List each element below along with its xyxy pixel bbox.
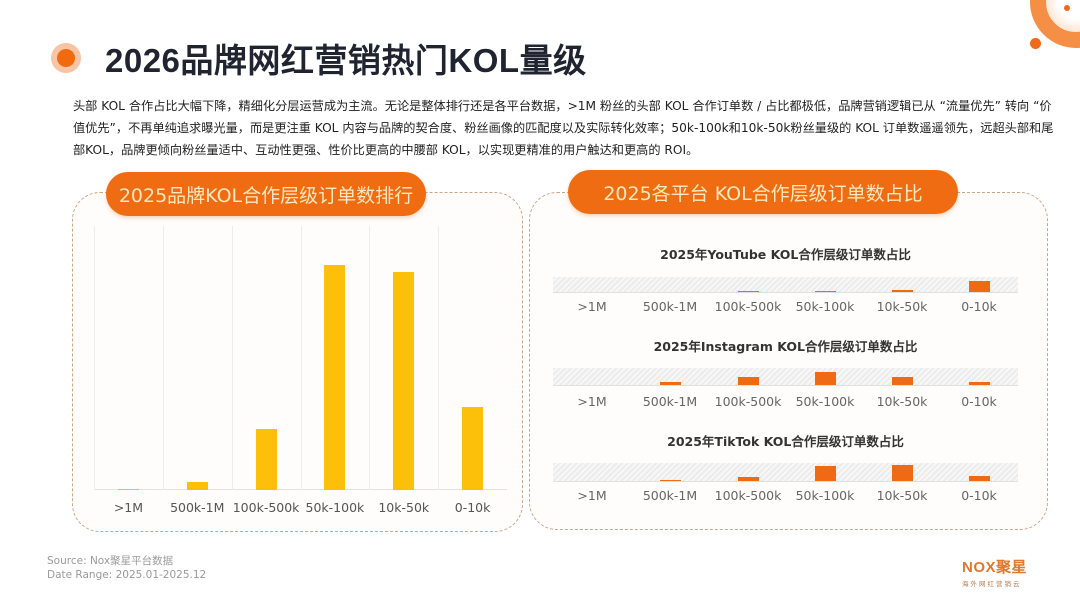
bar-0-10k: [968, 281, 990, 292]
page-header: 2026品牌网红营销热门KOL量级: [51, 38, 587, 79]
category-gridline: [162, 226, 232, 490]
logo-brand: NOX聚星: [962, 559, 1028, 576]
bar-10k-50k: [393, 271, 415, 490]
bar-100k-500k: [737, 377, 759, 385]
youtube-bar-chart: [553, 277, 1018, 293]
x-axis-label: 50k-100k: [795, 299, 855, 314]
bar-100k-500k: [737, 477, 759, 481]
bar-50k-100k: [814, 372, 836, 385]
bar-50k-100k: [324, 265, 346, 490]
corner-decoration: [1016, 0, 1080, 58]
x-axis-label: 500k-1M: [642, 299, 698, 314]
x-axis-label: 10k-50k: [876, 299, 928, 314]
category-gridline: [369, 226, 438, 490]
logo-tagline: 海外网红营销云: [962, 580, 1022, 588]
bar-50k-100k: [814, 466, 836, 481]
x-axis-label: 0-10k: [961, 299, 997, 314]
category-gridline: [300, 226, 370, 490]
x-axis-label: 500k-1M: [170, 500, 225, 515]
x-axis-label: 10k-50k: [876, 488, 928, 503]
bar-500k-1M: [659, 382, 681, 385]
page-title: 2026品牌网红营销热门KOL量级: [105, 42, 587, 79]
x-axis-label: 500k-1M: [642, 394, 698, 409]
platform-share-title: 2025各平台 KOL合作层级订单数占比: [568, 170, 958, 214]
bar-10k-50k: [891, 290, 913, 292]
x-axis-label: 100k-500k: [714, 394, 782, 409]
x-axis-label: >1M: [577, 488, 607, 503]
x-axis-label: 100k-500k: [232, 500, 300, 515]
bar-0-10k: [462, 406, 484, 490]
overall-ranking-bar-chart: >1M 500k-1M 100k-500k 50k-100k 10k-50k 0-10k: [94, 226, 507, 515]
x-axis-label: 100k-500k: [714, 488, 782, 503]
x-axis-label: 0-10k: [961, 488, 997, 503]
date-range-text: Date Range: 2025.01-2025.12: [47, 569, 207, 581]
source-text: Source: Nox聚星平台数据: [47, 555, 174, 567]
x-axis-label: 0-10k: [961, 394, 997, 409]
bar->1M: [117, 488, 139, 490]
decorative-dot-icon: [1030, 38, 1041, 49]
category-gridline: [438, 226, 507, 490]
bar-500k-1M: [186, 482, 208, 490]
category-gridline: [231, 226, 301, 490]
x-axis-label: >1M: [577, 299, 607, 314]
bar-50k-100k: [814, 291, 836, 292]
x-axis-label: 10k-50k: [378, 500, 430, 515]
x-axis-label: 10k-50k: [876, 394, 928, 409]
category-gridline: [94, 226, 163, 490]
youtube-chart-title: 2025年YouTube KOL合作层级订单数占比: [660, 247, 911, 262]
title-bullet-icon: [51, 43, 81, 73]
source-note: Source: Nox聚星平台数据 Date Range: 2025.01-20…: [47, 554, 206, 582]
x-axis-label: 50k-100k: [795, 394, 855, 409]
overall-ranking-title: 2025品牌KOL合作层级订单数排行: [106, 172, 426, 216]
tiktok-chart-title: 2025年TikTok KOL合作层级订单数占比: [667, 434, 904, 449]
instagram-bar-chart: [553, 368, 1018, 386]
x-axis-label: >1M: [113, 500, 144, 515]
bar-100k-500k: [737, 291, 759, 292]
x-axis-label: >1M: [577, 394, 607, 409]
overall-ranking-panel: [72, 192, 523, 532]
bar-500k-1M: [659, 480, 681, 481]
x-axis-label: 0-10k: [454, 500, 491, 515]
summary-paragraph: 头部 KOL 合作占比大幅下降，精细化分层运营成为主流。无论是整体排行还是各平台…: [73, 99, 1054, 157]
bar-10k-50k: [891, 377, 913, 385]
x-axis-label: 50k-100k: [795, 488, 855, 503]
bar-0-10k: [968, 382, 990, 385]
tiktok-bar-chart: [553, 463, 1018, 482]
x-axis-label: 100k-500k: [714, 299, 782, 314]
instagram-chart-title: 2025年Instagram KOL合作层级订单数占比: [653, 339, 918, 354]
x-axis-label: 50k-100k: [305, 500, 365, 515]
nox-logo: NOX聚星 海外网红营销云: [962, 556, 1042, 588]
x-axis-label: 500k-1M: [642, 488, 698, 503]
decorative-dot-icon: [1064, 5, 1070, 11]
bar-0-10k: [968, 476, 990, 481]
bar-10k-50k: [891, 465, 913, 481]
bar-100k-500k: [255, 429, 277, 490]
